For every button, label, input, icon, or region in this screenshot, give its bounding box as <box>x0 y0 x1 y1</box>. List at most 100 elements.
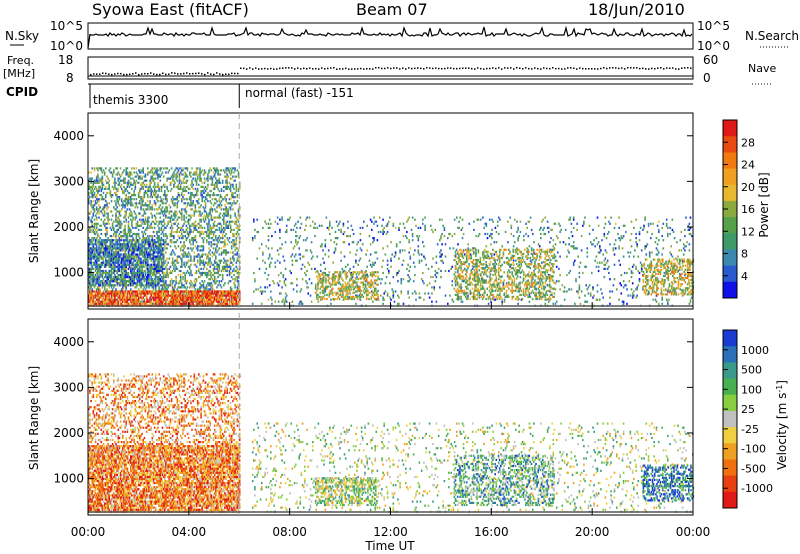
echo-cell <box>115 249 117 252</box>
echo-cell <box>193 194 196 197</box>
echo-cell <box>124 251 126 254</box>
echo-cell <box>200 189 202 193</box>
echo-cell <box>210 226 213 229</box>
echo-cell <box>123 255 125 258</box>
echo-cell <box>209 269 211 273</box>
echo-cell <box>194 173 197 176</box>
echo-cell <box>225 251 227 254</box>
freq-point <box>417 67 419 69</box>
echo-cell <box>139 280 141 283</box>
echo-cell <box>224 259 226 262</box>
echo-cell <box>127 226 130 229</box>
echo-cell <box>162 198 165 201</box>
echo-cell <box>139 187 141 190</box>
echo-cell <box>166 235 168 238</box>
echo-cell <box>215 216 217 219</box>
echo-cell <box>199 232 201 236</box>
echo-cell <box>115 276 117 279</box>
echo-cell <box>101 196 104 199</box>
nsky-tick-bottom: 10^0 <box>50 39 83 53</box>
echo-cell <box>193 196 196 199</box>
echo-cell <box>227 212 230 215</box>
echo-cell <box>174 290 176 293</box>
echo-cell <box>106 204 108 207</box>
echo-cell <box>204 253 207 256</box>
echo-cell <box>179 212 182 215</box>
echo-cell <box>89 196 91 199</box>
echo-cell <box>100 257 103 260</box>
echo-cell <box>109 261 112 264</box>
echo-cell <box>184 171 186 174</box>
echo-cell <box>221 267 224 270</box>
echo-cell <box>113 239 115 242</box>
echo-cell <box>208 232 210 236</box>
echo-cell <box>114 230 116 234</box>
echo-cell <box>226 298 228 301</box>
echo-cell <box>207 177 209 180</box>
echo-cell <box>192 290 194 293</box>
echo-cell <box>114 290 116 293</box>
echo-cell <box>90 185 92 188</box>
echo-cell <box>219 237 222 240</box>
echo-cell <box>174 245 176 248</box>
echo-cell <box>135 226 138 229</box>
echo-cell <box>213 292 216 295</box>
echo-cell <box>101 269 104 273</box>
echo-cell <box>190 284 192 287</box>
echo-cell <box>103 224 106 227</box>
echo-cell <box>203 230 206 234</box>
echo-cell <box>105 222 107 225</box>
echo-cell <box>216 296 218 299</box>
echo-cell <box>136 267 139 270</box>
echo-cell <box>226 302 228 305</box>
echo-cell <box>144 251 147 254</box>
echo-cell <box>119 282 122 285</box>
echo-cell <box>101 175 104 178</box>
echo-cell <box>147 235 149 238</box>
echo-cell <box>225 181 227 184</box>
echo-cell <box>176 239 179 242</box>
echo-cell <box>90 241 92 244</box>
echo-cell <box>183 302 185 305</box>
echo-cell <box>100 300 103 303</box>
echo-cell <box>224 171 226 174</box>
echo-cell <box>115 265 117 268</box>
echo-cell <box>111 239 114 242</box>
echo-cell <box>220 290 223 293</box>
echo-cell <box>109 302 112 305</box>
echo-cell <box>135 202 138 205</box>
echo-cell <box>98 204 100 207</box>
echo-cell <box>102 198 105 201</box>
echo-cell <box>140 278 142 281</box>
echo-cell <box>135 235 138 238</box>
echo-cell <box>105 228 107 231</box>
echo-cell <box>132 253 134 256</box>
echo-cell <box>131 263 133 266</box>
echo-cell <box>235 232 238 236</box>
echo-cell <box>177 274 180 277</box>
echo-cell <box>95 302 98 305</box>
echo-cell <box>157 208 159 211</box>
echo-cell <box>113 171 115 174</box>
echo-cell <box>162 202 165 205</box>
echo-cell <box>125 284 127 287</box>
echo-cell <box>235 216 238 219</box>
echo-cell <box>181 212 183 215</box>
echo-cell <box>136 247 139 250</box>
echo-cell <box>211 274 214 277</box>
echo-cell <box>198 198 200 201</box>
echo-cell <box>100 218 103 221</box>
echo-cell <box>193 286 196 289</box>
echo-cell <box>161 210 164 213</box>
echo-cell <box>176 185 179 188</box>
echo-cell <box>93 194 96 197</box>
echo-cell <box>127 183 130 186</box>
echo-cell <box>95 206 98 209</box>
echo-cell <box>93 257 96 260</box>
echo-cell <box>190 171 192 174</box>
echo-cell <box>99 263 101 266</box>
echo-cell <box>98 276 100 279</box>
echo-cell <box>181 282 183 285</box>
echo-cell <box>227 167 230 170</box>
echo-cell <box>144 288 147 291</box>
